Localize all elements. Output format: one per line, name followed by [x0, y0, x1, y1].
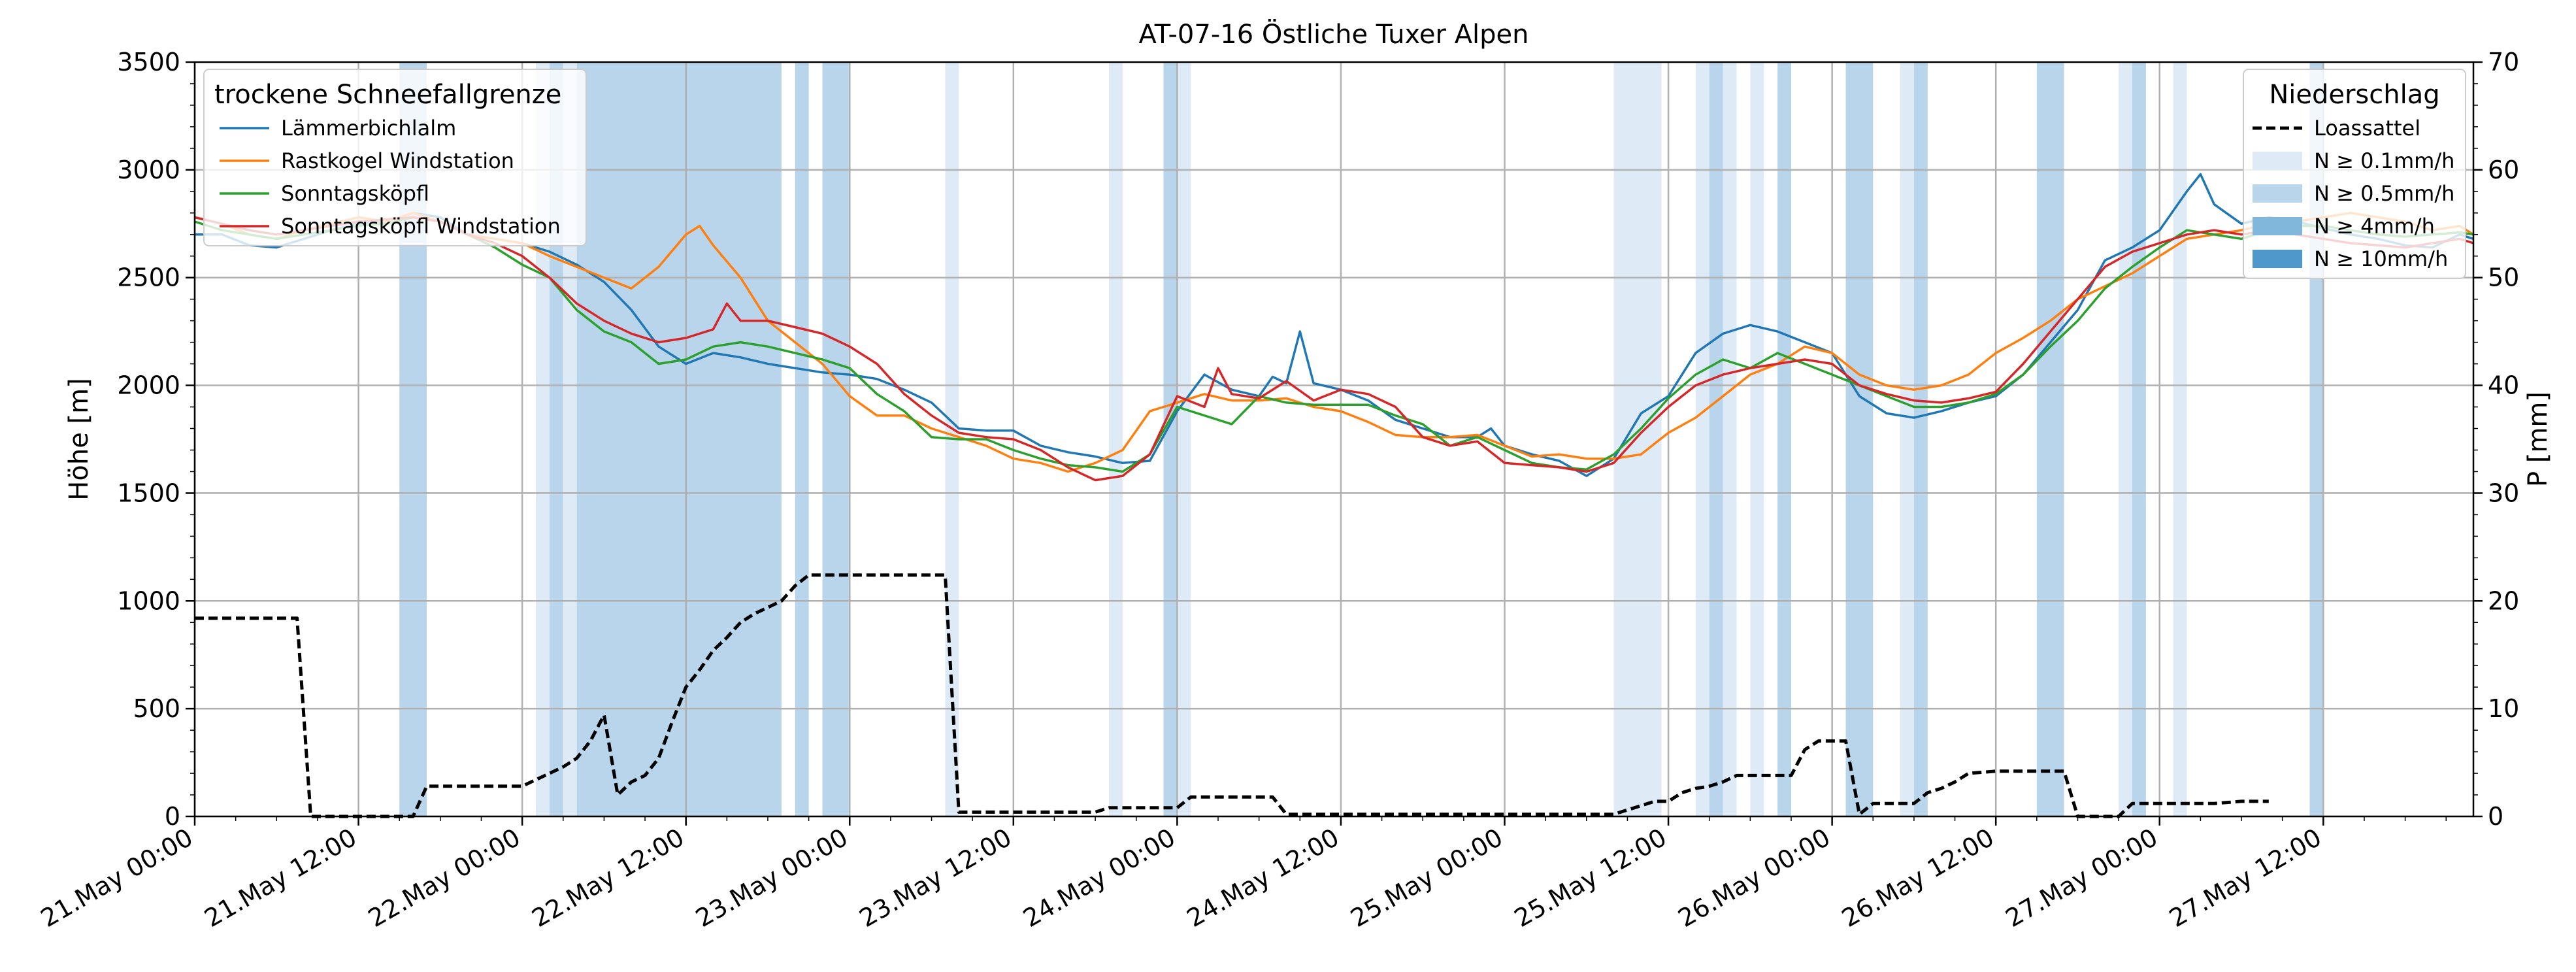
plot-frame — [193, 61, 2475, 818]
precip-band — [1900, 62, 1914, 816]
y-tick-label: 3000 — [117, 156, 180, 184]
y2-axis-title: P [mm] — [2523, 392, 2553, 487]
precip-band — [1913, 62, 1928, 816]
series-lines — [194, 173, 2474, 818]
legend-label-sonntagskoepfl: Sonntagsköpfl — [281, 181, 429, 206]
y2-tick-label: 0 — [2488, 802, 2503, 831]
series-line-rastkogel-windstation — [194, 212, 2474, 473]
precip-band — [1845, 62, 1874, 816]
legend-label-n05: N ≥ 0.5mm/h — [2314, 181, 2454, 206]
legend-title: Niederschlag — [2269, 80, 2439, 110]
legend-box — [203, 69, 587, 246]
precip-band — [1177, 62, 1191, 816]
y-tick-label: 500 — [133, 694, 180, 723]
precip-band — [1777, 62, 1791, 816]
precip-band — [1750, 62, 1764, 816]
legend-label-n4: N ≥ 4mm/h — [2314, 214, 2435, 239]
y-tick-label: 3500 — [117, 48, 180, 76]
precip-band — [576, 62, 782, 816]
precip-band — [2036, 62, 2064, 816]
y-tick-label: 2000 — [117, 371, 180, 400]
y2-tick-label: 50 — [2488, 263, 2519, 292]
y-tick-label: 1500 — [117, 478, 180, 507]
series-line-sonntagskoepfl — [194, 216, 2474, 473]
precip-band — [1108, 62, 1123, 816]
y2-tick-label: 20 — [2488, 586, 2519, 615]
legend-swatch-n05 — [2253, 184, 2302, 203]
y-tick-label: 2500 — [117, 263, 180, 292]
legend-label-n01: N ≥ 0.1mm/h — [2314, 148, 2454, 173]
precip-band — [2132, 62, 2146, 816]
chart-title: AT-07-16 Östliche Tuxer Alpen — [1138, 18, 1528, 50]
precip-band — [1695, 62, 1709, 816]
series-line-loassattel — [195, 573, 2269, 818]
y2-tick-label: 30 — [2488, 478, 2519, 507]
legend-swatch-n4 — [2253, 217, 2302, 235]
precip-band — [1723, 62, 1737, 816]
legend-label-laemmerbichlalm: Lämmerbichlalm — [281, 116, 456, 141]
legend-label-rastkogel: Rastkogel Windstation — [281, 148, 514, 173]
legend-title: trockene Schneefallgrenze — [214, 80, 561, 110]
legend-label-n10: N ≥ 10mm/h — [2314, 246, 2448, 271]
legend-label-sonntagskoepfl-windstation: Sonntagsköpfl Windstation — [281, 214, 561, 239]
precip-band — [2119, 62, 2132, 816]
legend-label-loassattel: Loassattel — [2314, 116, 2420, 141]
y2-tick-label: 60 — [2488, 156, 2519, 184]
y2-tick-label: 70 — [2488, 48, 2519, 76]
precip-band — [795, 62, 809, 816]
precip-band — [1613, 62, 1662, 816]
precip-band — [563, 62, 577, 816]
legend-niederschlag: Niederschlag Loassattel N ≥ 0.1mm/h N ≥ … — [2243, 69, 2466, 279]
legend-swatch-n01 — [2253, 152, 2302, 170]
y-tick-label: 1000 — [117, 586, 180, 615]
y2-tick-label: 10 — [2488, 694, 2519, 723]
precip-band — [1709, 62, 1723, 816]
precip-band — [822, 62, 850, 816]
y-tick-label: 0 — [165, 802, 180, 831]
precip-band — [2173, 62, 2187, 816]
legend-schneefallgrenze: trockene Schneefallgrenze Lämmerbichlalm… — [203, 69, 587, 246]
y-axis-title: Höhe [m] — [64, 378, 94, 500]
y2-tick-label: 40 — [2488, 371, 2519, 400]
series-line-sonntagskoepfl-windstation — [194, 216, 2474, 482]
legend-swatch-n10 — [2253, 250, 2302, 268]
precip-band — [1163, 62, 1178, 816]
precip-band — [549, 62, 563, 816]
